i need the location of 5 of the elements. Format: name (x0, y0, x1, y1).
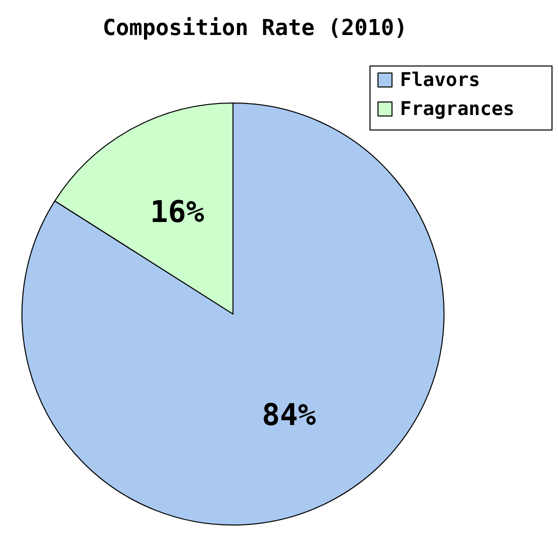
data-label: 84% (262, 398, 316, 434)
chart-title: Composition Rate (2010) (102, 16, 408, 41)
legend-label: Flavors (400, 69, 480, 91)
legend-label: Fragrances (400, 98, 514, 120)
data-label: 16% (150, 194, 204, 230)
